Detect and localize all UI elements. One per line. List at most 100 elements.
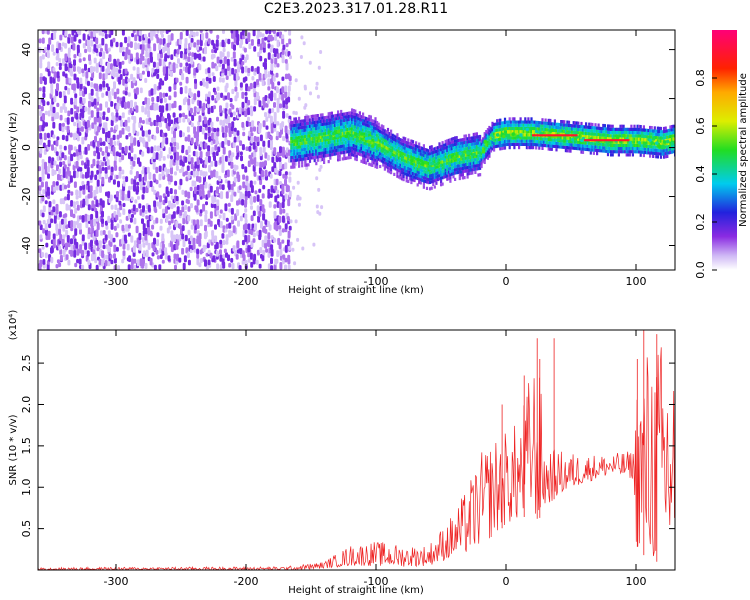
heatmap-cell — [430, 180, 433, 184]
heatmap-cell — [225, 82, 229, 89]
heatmap-cell — [282, 173, 286, 179]
heatmap-cell — [549, 125, 552, 129]
heatmap-cell — [175, 165, 179, 171]
heatmap-cell — [321, 157, 324, 162]
heatmap-cell — [281, 34, 285, 39]
heatmap-cell — [149, 230, 153, 235]
heatmap-cell — [497, 122, 500, 126]
heatmap-cell — [225, 223, 229, 229]
heatmap-cell — [81, 111, 85, 119]
heatmap-cell — [39, 224, 43, 231]
heatmap-cell — [223, 248, 227, 254]
heatmap-cell — [269, 34, 273, 42]
heatmap-cell — [452, 146, 455, 150]
heatmap-cell — [469, 158, 472, 163]
heatmap-cell — [483, 135, 486, 139]
heatmap-cell — [347, 153, 351, 157]
heatmap-cell — [436, 162, 439, 166]
heatmap-cell — [475, 141, 478, 145]
heatmap-cell — [525, 139, 528, 143]
heatmap-cell — [419, 146, 422, 150]
heatmap-cell — [75, 149, 79, 157]
heatmap-cell — [185, 170, 188, 176]
heatmap-cell — [446, 142, 449, 146]
heatmap-cell — [524, 126, 527, 131]
heatmap-cell — [86, 159, 90, 167]
heatmap-cell — [346, 140, 349, 144]
heatmap-cell — [329, 156, 332, 160]
heatmap-cell — [446, 168, 449, 172]
heatmap-cell — [169, 142, 173, 147]
heatmap-cell — [396, 155, 399, 159]
heatmap-cell — [525, 146, 528, 150]
heatmap-cell — [416, 183, 419, 187]
heatmap-cell — [291, 136, 294, 141]
heatmap-cell — [495, 133, 500, 137]
heatmap-cell — [471, 142, 474, 146]
heatmap-cell — [90, 96, 94, 103]
heatmap-cell — [388, 144, 391, 148]
heatmap-cell — [296, 145, 299, 149]
heatmap-cell — [190, 170, 194, 176]
heatmap-cell — [310, 114, 313, 119]
heatmap-cell — [59, 198, 63, 205]
heatmap-cell — [591, 148, 594, 152]
heatmap-cell — [52, 134, 56, 139]
heatmap-cell — [276, 194, 280, 199]
heatmap-cell — [98, 30, 102, 36]
heatmap-cell — [316, 94, 320, 99]
heatmap-cell — [435, 168, 438, 173]
heatmap-cell — [79, 154, 83, 160]
heatmap-cell — [546, 131, 549, 135]
heatmap-cell — [129, 217, 133, 223]
heatmap-cell — [507, 139, 510, 143]
heatmap-cell — [393, 137, 396, 141]
heatmap-cell — [224, 117, 228, 124]
heatmap-cell — [184, 38, 188, 46]
heatmap-cell — [190, 37, 194, 43]
heatmap-cell — [187, 229, 191, 236]
heatmap-cell — [318, 155, 321, 159]
heatmap-cell — [443, 143, 446, 147]
heatmap-cell — [115, 214, 119, 221]
heatmap-cell — [48, 37, 52, 45]
heatmap-cell — [380, 124, 383, 128]
heatmap-cell — [549, 141, 552, 145]
heatmap-cell — [130, 178, 134, 185]
heatmap-cell — [329, 143, 332, 147]
heatmap-cell — [602, 133, 606, 137]
heatmap-cell — [166, 190, 170, 197]
heatmap-cell — [491, 134, 494, 138]
heatmap-cell — [251, 120, 255, 128]
heatmap-cell — [312, 149, 315, 153]
heatmap-cell — [316, 155, 319, 159]
heatmap-cell — [333, 114, 337, 118]
heatmap-cell — [93, 98, 97, 106]
heatmap-cell — [304, 157, 307, 161]
heatmap-cell — [239, 140, 243, 146]
heatmap-cell — [51, 30, 55, 33]
heatmap-cell — [581, 147, 585, 151]
heatmap-cell — [397, 159, 400, 163]
heatmap-cell — [124, 90, 128, 96]
heatmap-cell — [167, 168, 171, 173]
heatmap-cell — [145, 66, 149, 72]
heatmap-cell — [542, 127, 546, 132]
heatmap-cell — [447, 151, 450, 155]
heatmap-cell — [69, 132, 73, 138]
heatmap-cell — [324, 119, 327, 123]
heatmap-cell — [59, 144, 63, 150]
heatmap-cell — [82, 188, 86, 195]
heatmap-cell — [181, 233, 185, 240]
heatmap-cell — [583, 141, 586, 145]
heatmap-cell — [425, 167, 429, 171]
heatmap-cell — [256, 66, 260, 75]
heatmap-cell — [594, 135, 597, 140]
heatmap-cell — [298, 148, 301, 152]
heatmap-cell — [247, 190, 251, 199]
heatmap-cell — [96, 140, 100, 148]
heatmap-cell — [270, 44, 274, 49]
heatmap-cell — [566, 142, 569, 146]
heatmap-cell — [541, 118, 544, 122]
heatmap-cell — [164, 118, 168, 124]
